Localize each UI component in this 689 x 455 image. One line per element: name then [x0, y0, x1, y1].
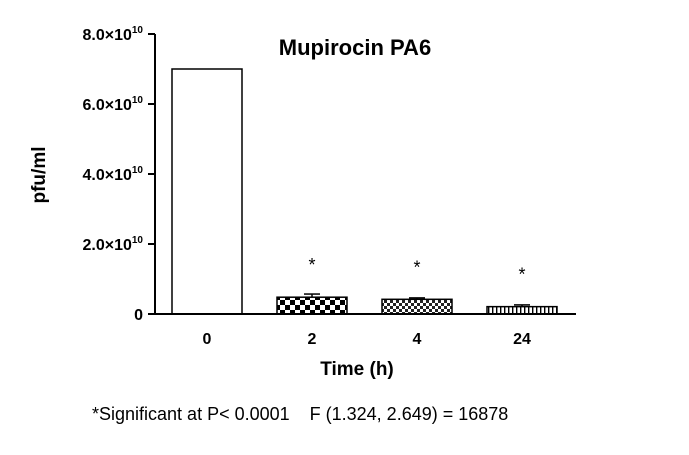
- x-tick-label-4: 4: [413, 331, 422, 348]
- y-tick-label: 4.0×1010: [82, 165, 143, 184]
- y-tick-label-exponent: 10: [132, 165, 144, 176]
- x-tick-label-2: 2: [308, 331, 317, 348]
- x-tick-label-24: 24: [513, 331, 531, 348]
- y-tick-label-mantissa: 6.0×10: [82, 97, 131, 114]
- y-tick-label-exponent: 10: [132, 25, 144, 36]
- x-axis-ticks: 0 2 4 24: [203, 331, 531, 348]
- significance-footnote: *Significant at P< 0.0001 F (1.324, 2.64…: [92, 404, 509, 424]
- y-tick-label: 2.0×1010: [82, 235, 143, 254]
- y-tick-label-mantissa: 4.0×10: [82, 167, 131, 184]
- y-axis-title: pfu/ml: [29, 147, 50, 204]
- y-tick-label: 0: [134, 307, 143, 324]
- bar-chart: Mupirocin PA6 pfu/ml Time (h) 02.0×10104…: [29, 25, 576, 380]
- bar-24: [486, 305, 558, 315]
- bar-2: [276, 296, 348, 315]
- y-tick-label: 6.0×1010: [82, 95, 143, 114]
- significance-marker-24: *: [518, 265, 525, 285]
- chart-title: Mupirocin PA6: [279, 35, 431, 60]
- bar-4: [381, 298, 453, 315]
- y-tick-label-mantissa: 2.0×10: [82, 237, 131, 254]
- y-tick-label: 8.0×1010: [82, 25, 143, 44]
- significance-marker-2: *: [308, 255, 315, 275]
- bar-0: [171, 68, 243, 315]
- y-tick-label-exponent: 10: [132, 95, 144, 106]
- significance-marker-4: *: [413, 257, 420, 277]
- y-tick-label-mantissa: 8.0×10: [82, 27, 131, 44]
- y-tick-label-exponent: 10: [132, 235, 144, 246]
- x-axis-title: Time (h): [320, 359, 394, 380]
- bars: * * *: [171, 68, 558, 315]
- x-tick-label-0: 0: [203, 331, 212, 348]
- y-tick-label-mantissa: 0: [134, 307, 143, 324]
